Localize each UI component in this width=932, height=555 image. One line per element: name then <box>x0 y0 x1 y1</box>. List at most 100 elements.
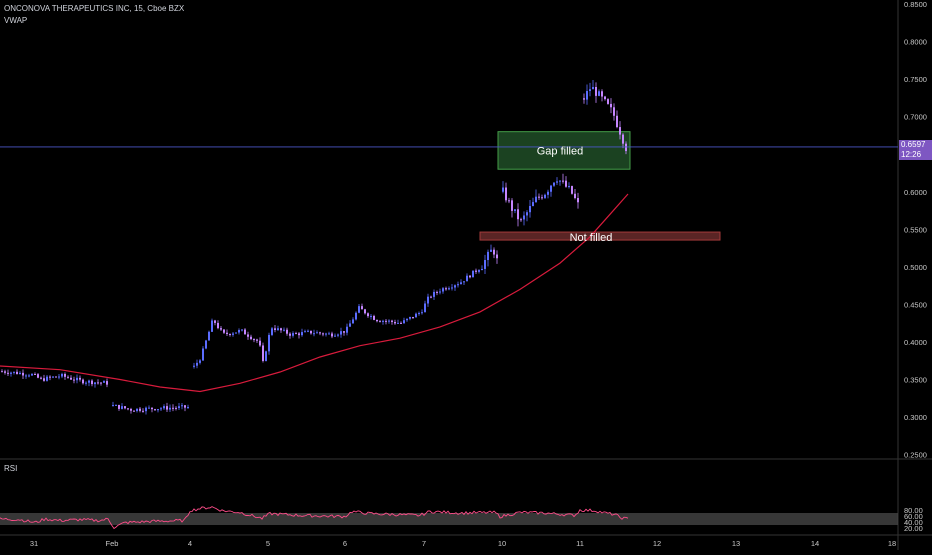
candle-body <box>409 316 411 319</box>
candle-body <box>298 333 300 336</box>
candle-body <box>601 91 603 97</box>
candle-body <box>184 405 186 408</box>
candle-body <box>112 405 114 407</box>
candle-body <box>517 209 519 220</box>
candle-body <box>277 328 279 330</box>
candle-body <box>502 187 504 192</box>
candle-body <box>511 200 513 211</box>
candle-body <box>265 351 267 361</box>
time-axis-tick-label: 18 <box>888 539 896 548</box>
vwap-indicator-label[interactable]: VWAP <box>4 16 28 25</box>
candle-body <box>490 249 492 252</box>
candle-body <box>373 315 375 320</box>
candle-body <box>493 249 495 255</box>
candle-body <box>10 372 12 374</box>
time-axis-tick-label: 4 <box>188 539 192 548</box>
candle-body <box>280 328 282 331</box>
candle-body <box>154 409 156 411</box>
candle-body <box>325 333 327 335</box>
candle-body <box>169 407 171 410</box>
candle-body <box>271 328 273 335</box>
candle-body <box>457 284 459 286</box>
candle-body <box>142 410 144 412</box>
time-axis-tick-label: Feb <box>106 539 119 548</box>
candle-body <box>610 103 612 108</box>
candle-body <box>85 382 87 384</box>
candle-body <box>448 288 450 290</box>
candle-body <box>319 332 321 334</box>
last-price-tag: 0.6597 12:26 <box>899 140 932 160</box>
candle-body <box>31 373 33 376</box>
candle-body <box>337 334 339 336</box>
candle-body <box>34 373 36 375</box>
candle-body <box>70 377 72 380</box>
candle-body <box>253 339 255 341</box>
candle-body <box>145 407 147 412</box>
candle-body <box>292 333 294 336</box>
candle-body <box>28 375 30 377</box>
time-axis-tick-label: 13 <box>732 539 740 548</box>
candle-body <box>505 187 507 201</box>
candle-body <box>295 333 297 335</box>
candle-body <box>328 333 330 335</box>
candle-body <box>19 372 21 375</box>
candle-body <box>604 96 606 100</box>
candle-body <box>73 379 75 381</box>
candle-body <box>79 377 81 380</box>
candle-body <box>454 285 456 288</box>
candle-body <box>331 333 333 337</box>
candle-body <box>82 379 84 384</box>
candle-body <box>52 376 54 378</box>
candle-body <box>562 180 564 182</box>
candle-body <box>364 309 366 314</box>
candle-body <box>151 407 153 410</box>
candle-body <box>274 328 276 330</box>
time-axis-tick-label: 12 <box>653 539 661 548</box>
candle-body <box>214 320 216 323</box>
candle-body <box>421 312 423 314</box>
candle-body <box>415 313 417 318</box>
candle-body <box>433 291 435 297</box>
time-axis-tick-label: 5 <box>266 539 270 548</box>
price-axis-tick-label: 0.5500 <box>904 225 927 234</box>
gap-filled-label: Gap filled <box>537 145 583 157</box>
candle-body <box>343 331 345 333</box>
candle-body <box>223 329 225 333</box>
not-filled-box[interactable] <box>479 231 721 241</box>
candle-body <box>208 331 210 341</box>
candle-body <box>559 180 561 182</box>
candle-body <box>49 376 51 378</box>
rsi-indicator-label[interactable]: RSI <box>4 464 18 473</box>
candle-body <box>199 360 201 363</box>
candle-body <box>250 336 252 340</box>
candle-body <box>487 251 489 261</box>
candle-body <box>247 334 249 337</box>
time-axis-tick-label: 11 <box>576 539 584 548</box>
candle-body <box>106 381 108 385</box>
candle-body <box>157 409 159 411</box>
candle-body <box>205 340 207 349</box>
candle-body <box>583 98 585 100</box>
price-axis-tick-label: 0.2500 <box>904 451 927 460</box>
candle-body <box>430 296 432 298</box>
candle-body <box>586 91 588 100</box>
time-axis-tick-label: 7 <box>422 539 426 548</box>
candle-body <box>520 219 522 221</box>
candle-body <box>358 306 360 313</box>
candle-body <box>259 340 261 346</box>
price-axis-tick-label: 0.6000 <box>904 188 927 197</box>
candle-body <box>577 198 579 203</box>
candle-body <box>4 371 6 373</box>
candle-body <box>367 313 369 317</box>
price-axis-tick-label: 0.4500 <box>904 300 927 309</box>
time-axis-tick-label: 31 <box>30 539 38 548</box>
candle-body <box>406 318 408 321</box>
candle-body <box>568 186 570 188</box>
candle-body <box>442 288 444 292</box>
candle-body <box>238 330 240 333</box>
gap-filled-box[interactable] <box>497 131 631 170</box>
candle-body <box>565 180 567 187</box>
rsi-line <box>0 506 629 530</box>
